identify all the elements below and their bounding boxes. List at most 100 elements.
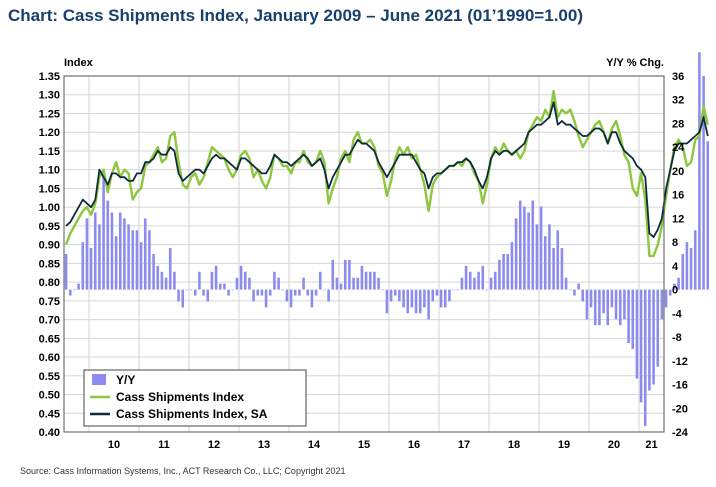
yy-bar <box>352 277 355 290</box>
yy-bar <box>239 265 243 290</box>
x-tick-label: 20 <box>608 439 620 451</box>
yy-bar <box>568 289 572 291</box>
yy-bar <box>660 289 664 320</box>
yy-bar <box>248 277 251 290</box>
yy-bar <box>206 289 210 302</box>
x-tick-label: 17 <box>458 439 470 451</box>
yy-bar <box>127 224 130 290</box>
yy-bar <box>273 271 276 290</box>
x-tick-label: 19 <box>558 439 570 451</box>
yy-bar <box>514 218 518 290</box>
yy-bar <box>123 218 126 290</box>
yy-bar <box>510 242 514 290</box>
yy-bar <box>173 271 176 290</box>
yy-bar <box>298 289 301 296</box>
yy-bar <box>98 224 101 290</box>
yy-bar <box>77 283 80 290</box>
yy-bar <box>64 254 68 290</box>
left-tick-label: 1.20 <box>39 127 60 139</box>
x-tick-label: 15 <box>358 439 370 451</box>
yy-bar <box>364 271 368 290</box>
left-tick-label: 1.10 <box>39 165 60 177</box>
yy-bar <box>452 289 455 291</box>
left-tick-label: 1.15 <box>39 146 60 158</box>
yy-bar <box>693 230 697 290</box>
yy-bar <box>323 289 326 291</box>
yy-bar <box>585 289 589 320</box>
source-note: Source: Cass Information Systems, Inc., … <box>20 466 346 476</box>
yy-bar <box>652 289 655 385</box>
yy-bar <box>423 289 426 308</box>
yy-bar <box>214 265 218 290</box>
sa-line <box>65 101 709 239</box>
yy-bar <box>202 289 205 296</box>
yy-bar <box>106 200 110 290</box>
yy-bar <box>598 289 601 326</box>
left-tick-label: 0.65 <box>39 333 60 345</box>
yy-bar <box>448 289 451 302</box>
yy-bar <box>289 289 293 308</box>
x-tick-label: 10 <box>108 439 120 451</box>
yy-bar <box>381 289 385 291</box>
yy-bar <box>181 289 185 308</box>
yy-bar <box>552 248 555 290</box>
x-tick-label: 18 <box>508 439 520 451</box>
yy-bar <box>502 254 505 290</box>
legend: Y/Y Cass Shipments Index Cass Shipments In… <box>83 369 307 427</box>
yy-bar <box>348 259 351 290</box>
yy-bar <box>260 289 264 296</box>
yy-bar <box>527 212 530 290</box>
legend-label-sa: Cass Shipments Index, SA <box>116 407 268 421</box>
yy-bar <box>648 289 651 391</box>
yy-bar <box>227 289 230 296</box>
yy-bar <box>431 289 435 302</box>
yy-bar <box>643 289 647 427</box>
yy-bar <box>68 289 72 296</box>
right-tick-label: 4 <box>672 261 679 273</box>
yy-bar <box>464 265 468 290</box>
yy-bar <box>627 289 630 343</box>
yy-bar <box>523 206 526 290</box>
yy-bar <box>218 283 222 290</box>
left-axis-ticks: 1.35 1.30 1.25 1.20 1.15 1.10 1.05 1.00 0.95 0.90… <box>39 71 60 439</box>
yy-bar <box>198 271 201 290</box>
left-tick-label: 1.35 <box>39 71 60 83</box>
yy-bar <box>256 289 260 296</box>
right-tick-label: 24 <box>672 142 685 154</box>
yy-bar <box>639 289 643 403</box>
yy-bar <box>468 271 472 290</box>
yy-bar <box>473 277 476 290</box>
yy-bar <box>160 271 164 290</box>
legend-label-yy: Y/Y <box>116 373 135 387</box>
left-tick-label: 1.30 <box>39 90 60 102</box>
right-tick-label: 16 <box>672 190 684 202</box>
yy-bar <box>139 242 143 290</box>
legend-box <box>83 369 307 427</box>
yy-bar <box>539 206 543 290</box>
x-axis-ticks: 10 11 12 13 14 15 16 17 18 19 20 21 <box>108 439 658 451</box>
yy-bar <box>577 283 580 290</box>
right-axis-label: Y/Y % Chg. <box>606 57 664 69</box>
yy-bar <box>148 230 151 290</box>
left-tick-label: 1.05 <box>39 183 60 195</box>
yy-bar <box>331 259 335 290</box>
yy-bar <box>531 200 535 290</box>
yy-bar <box>360 265 364 290</box>
yy-bar <box>535 224 539 290</box>
right-tick-label: 28 <box>672 118 684 130</box>
yy-bar <box>293 289 297 296</box>
yy-bar <box>189 289 193 291</box>
yy-bar <box>481 265 485 290</box>
yy-bar <box>223 283 226 290</box>
right-tick-label: -16 <box>672 380 688 392</box>
yy-bar <box>427 289 430 320</box>
left-tick-label: 0.90 <box>39 240 60 252</box>
yy-bar <box>443 289 447 308</box>
yy-bar <box>498 259 501 290</box>
yy-bar <box>85 218 89 290</box>
legend-swatch-yy <box>92 374 106 385</box>
yy-bar <box>702 76 705 290</box>
yy-bar <box>277 277 280 290</box>
yy-bar <box>689 248 693 290</box>
yy-bar <box>252 289 255 302</box>
